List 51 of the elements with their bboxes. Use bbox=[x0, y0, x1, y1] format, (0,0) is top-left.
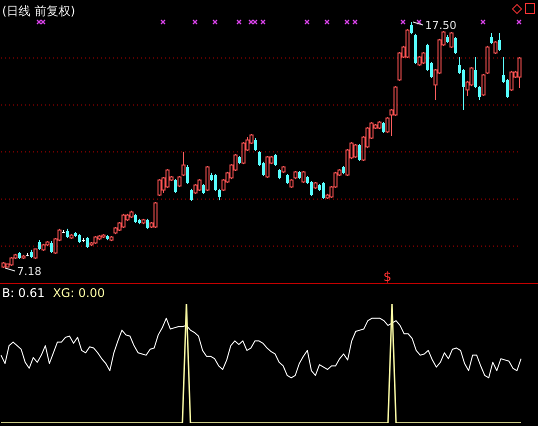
candlestick bbox=[266, 155, 270, 178]
candlestick bbox=[202, 184, 205, 194]
candlestick bbox=[158, 178, 162, 197]
candlestick bbox=[38, 240, 41, 250]
text: XG: 0.00 bbox=[52, 286, 105, 300]
candlestick bbox=[498, 32, 501, 52]
candlestick bbox=[322, 181, 325, 200]
candlestick bbox=[134, 213, 137, 224]
candlestick bbox=[174, 178, 177, 194]
candlestick bbox=[490, 32, 493, 44]
candlestick bbox=[382, 122, 385, 134]
candlestick bbox=[474, 56, 477, 89]
candlestick bbox=[510, 70, 514, 92]
candlestick bbox=[354, 144, 358, 158]
candlestick bbox=[254, 138, 257, 152]
candlestick bbox=[86, 236, 89, 248]
candlestick bbox=[302, 170, 306, 184]
annotation: 17.50 bbox=[425, 19, 456, 32]
candlestick bbox=[66, 228, 69, 238]
candlestick bbox=[122, 213, 126, 228]
candlestick bbox=[482, 73, 486, 96]
candlestick bbox=[182, 151, 186, 176]
candlestick bbox=[462, 68, 465, 110]
candlestick bbox=[450, 32, 454, 48]
candlestick bbox=[494, 40, 498, 54]
candlestick bbox=[286, 174, 289, 184]
candlestick bbox=[186, 164, 189, 184]
candlestick bbox=[278, 168, 281, 180]
candlestick bbox=[454, 36, 457, 54]
candlestick bbox=[506, 78, 509, 99]
text: $ bbox=[383, 270, 392, 285]
candlestick bbox=[358, 144, 361, 162]
chart-title: (日线 前复权) bbox=[2, 3, 76, 20]
candlestick bbox=[410, 22, 413, 35]
candlestick bbox=[310, 180, 313, 197]
text: B: 0.61 bbox=[2, 286, 45, 300]
annotation: 7.18 bbox=[17, 265, 42, 278]
candlestick bbox=[418, 56, 422, 66]
candlestick bbox=[206, 165, 210, 192]
candlestick bbox=[422, 52, 426, 64]
candlestick bbox=[274, 154, 277, 166]
candlestick bbox=[190, 188, 193, 202]
candlestick bbox=[178, 175, 182, 188]
candlestick bbox=[198, 178, 202, 192]
candlestick bbox=[146, 218, 149, 230]
candlestick bbox=[518, 56, 522, 89]
candlestick bbox=[478, 86, 481, 100]
candlestick bbox=[218, 188, 221, 201]
candlestick bbox=[50, 240, 53, 254]
candlestick bbox=[34, 248, 38, 260]
candlestick bbox=[214, 174, 217, 192]
